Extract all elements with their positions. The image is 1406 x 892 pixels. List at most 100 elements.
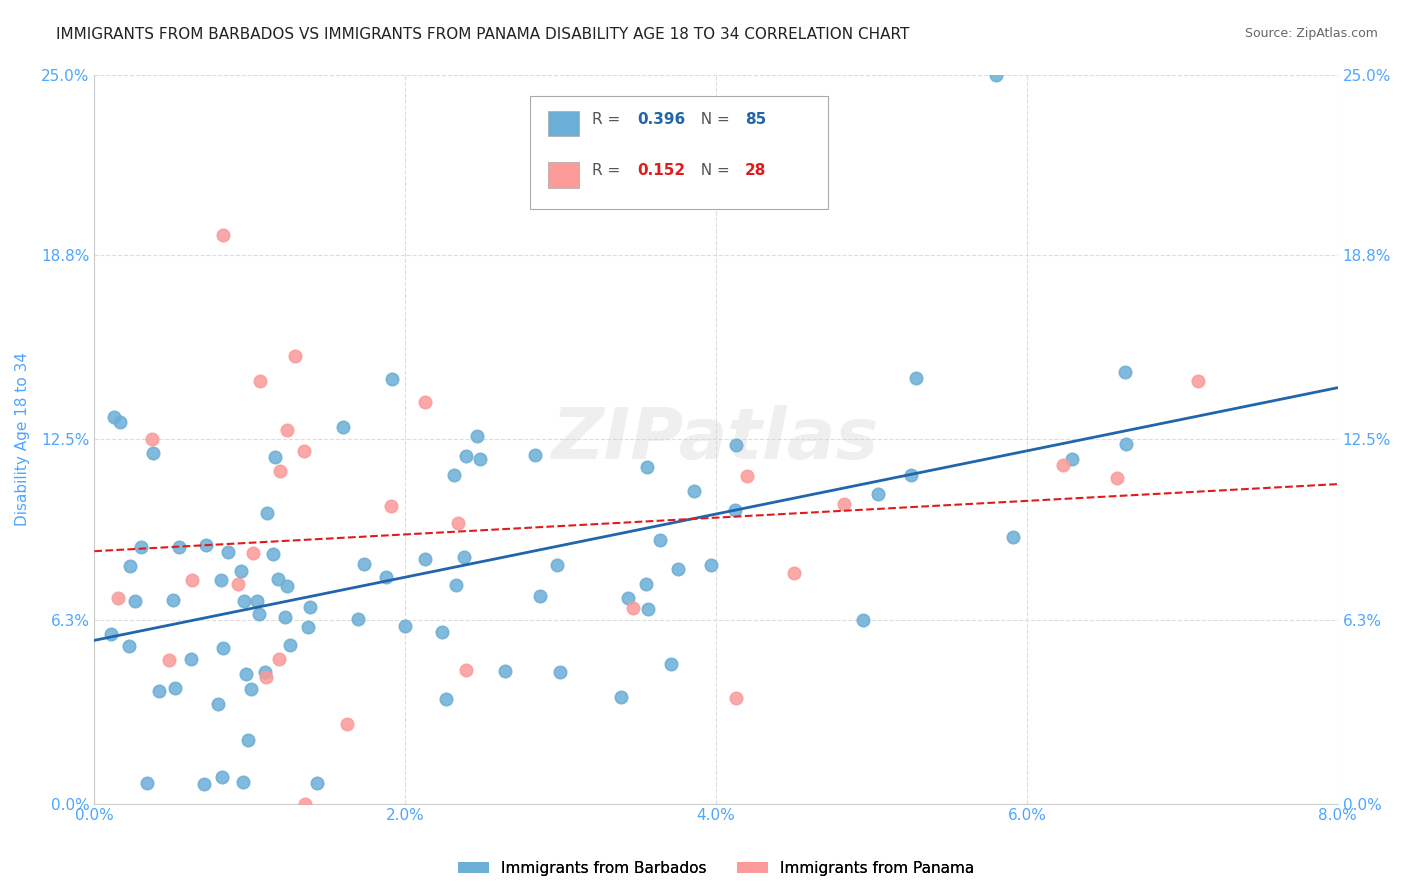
Point (548, 665, 571, 679)
Point (262, 547, 284, 561)
Point (165, 681, 187, 695)
Point (353, 558, 375, 572)
Point (236, 732, 259, 747)
Point (724, 502, 747, 516)
Point (162, 592, 184, 607)
Point (336, 717, 359, 731)
Point (443, 468, 465, 483)
Point (725, 438, 748, 452)
Point (1114, 365, 1136, 379)
Point (413, 394, 436, 409)
Point (1115, 436, 1137, 450)
Point (267, 572, 290, 586)
Point (256, 506, 278, 520)
Point (118, 639, 141, 653)
Point (247, 607, 270, 622)
Point (276, 579, 298, 593)
Point (240, 681, 263, 696)
Point (157, 653, 180, 667)
Point (444, 578, 467, 592)
Point (494, 664, 516, 678)
Point (195, 538, 218, 552)
Text: Source: ZipAtlas.com: Source: ZipAtlas.com (1244, 27, 1378, 40)
Point (1105, 471, 1128, 485)
Point (432, 625, 454, 640)
Point (434, 692, 457, 706)
Point (169, 540, 191, 554)
Point (278, 638, 301, 652)
Point (347, 612, 370, 626)
Point (905, 371, 928, 385)
Point (683, 483, 706, 498)
Point (284, 349, 307, 363)
Point (1052, 458, 1074, 472)
Point (659, 657, 682, 672)
Point (226, 577, 249, 591)
Point (232, 774, 254, 789)
Point (456, 449, 478, 463)
Point (666, 562, 689, 576)
Text: R =: R = (592, 163, 624, 178)
Point (211, 227, 233, 242)
Point (141, 432, 163, 446)
Point (217, 545, 239, 559)
Point (700, 558, 723, 573)
Point (124, 594, 146, 608)
Point (193, 777, 215, 791)
Point (245, 594, 267, 608)
Point (529, 589, 551, 603)
Point (832, 497, 855, 511)
Point (636, 459, 658, 474)
Point (103, 410, 125, 425)
Point (108, 415, 131, 429)
Point (298, 599, 321, 614)
Text: 28: 28 (745, 163, 766, 178)
Point (148, 684, 170, 698)
Point (1187, 374, 1209, 388)
Legend: Immigrants from Barbados, Immigrants from Panama: Immigrants from Barbados, Immigrants fro… (451, 855, 980, 882)
Point (375, 569, 398, 583)
Point (276, 423, 298, 437)
Point (413, 551, 436, 566)
Bar (548, 162, 579, 187)
Point (100, 626, 122, 640)
Point (307, 776, 329, 790)
Point (852, 614, 875, 628)
Text: 0.396: 0.396 (638, 112, 686, 128)
Point (468, 452, 491, 467)
Point (634, 577, 657, 591)
Y-axis label: Disability Age 18 to 34: Disability Age 18 to 34 (15, 352, 30, 526)
Point (254, 670, 277, 684)
Point (207, 697, 229, 711)
Point (609, 690, 631, 704)
Point (546, 558, 568, 572)
Point (269, 464, 291, 478)
Point (637, 602, 659, 616)
Point (242, 546, 264, 560)
Point (621, 600, 644, 615)
Point (180, 652, 202, 666)
Point (465, 429, 488, 443)
Point (181, 574, 204, 588)
Point (380, 499, 402, 513)
Point (135, 776, 157, 790)
Point (235, 666, 257, 681)
Point (735, 468, 758, 483)
Point (249, 374, 271, 388)
Text: 85: 85 (745, 112, 766, 128)
Point (142, 446, 165, 460)
Point (233, 593, 256, 607)
Point (209, 573, 232, 587)
Point (294, 797, 316, 811)
Point (524, 448, 547, 462)
Text: R =: R = (592, 112, 624, 128)
Point (650, 533, 672, 548)
Point (456, 663, 478, 677)
Text: N =: N = (692, 163, 735, 178)
Point (1060, 452, 1083, 467)
Text: IMMIGRANTS FROM BARBADOS VS IMMIGRANTS FROM PANAMA DISABILITY AGE 18 TO 34 CORRE: IMMIGRANTS FROM BARBADOS VS IMMIGRANTS F… (56, 27, 910, 42)
Point (783, 566, 806, 580)
Point (292, 443, 315, 458)
Point (274, 610, 297, 624)
Point (1001, 529, 1024, 543)
